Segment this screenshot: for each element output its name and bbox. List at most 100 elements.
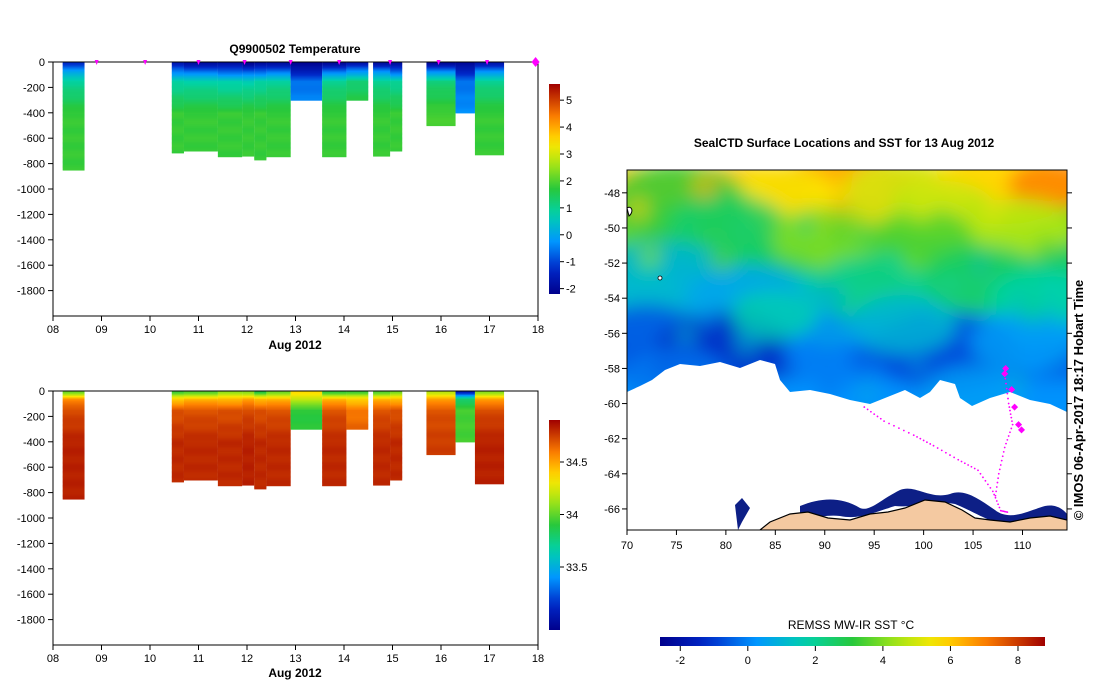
profile-cell	[217, 144, 243, 147]
profile-cell	[254, 96, 267, 99]
profile-cell	[373, 65, 391, 68]
profile-cell	[183, 473, 218, 476]
profile-cell	[171, 431, 184, 434]
profile-cell	[346, 83, 369, 86]
track-dot	[989, 486, 992, 489]
profile-cell	[171, 479, 184, 482]
profile-cell	[346, 65, 369, 68]
profile-12	[426, 62, 456, 127]
profile-cell	[373, 106, 391, 109]
sst-texture	[1019, 298, 1045, 324]
profile-cell	[254, 429, 267, 431]
profile-cell	[474, 440, 505, 443]
profile-cell	[426, 117, 456, 120]
profile-cell	[322, 472, 347, 475]
profile-cell	[266, 408, 291, 411]
profile-cell	[254, 88, 267, 91]
profile-cell	[373, 453, 391, 456]
profile-cell	[373, 100, 391, 102]
profile-cell	[474, 482, 505, 485]
profile-cell	[426, 93, 456, 96]
profile-cell	[62, 86, 85, 88]
profile-cell	[390, 78, 403, 81]
profile-cell	[242, 149, 255, 152]
y-tick-label: -1200	[17, 538, 45, 550]
profile-cell	[242, 89, 255, 92]
profile-cell	[426, 110, 456, 113]
profile-cell	[455, 93, 475, 96]
profile-cell	[62, 434, 85, 437]
profile-cell	[426, 107, 456, 110]
sst-texture	[878, 265, 892, 279]
profile-cell	[266, 478, 291, 481]
profile-cell	[455, 406, 475, 409]
profile-cell	[242, 62, 255, 64]
profile-cell	[455, 70, 475, 73]
profile-cell	[390, 460, 403, 463]
profile-cell	[62, 148, 85, 151]
track-dot	[1010, 416, 1013, 419]
profile-cell	[242, 439, 255, 442]
profile-cell	[266, 455, 291, 458]
profile-cell	[455, 84, 475, 87]
profile-cell	[390, 148, 403, 151]
profile-cell	[217, 437, 243, 440]
profile-cell	[266, 116, 291, 119]
profile-cell	[62, 491, 85, 494]
profile-cell	[373, 440, 391, 443]
profile-cell	[390, 110, 403, 113]
profile-cell	[474, 152, 505, 155]
track-dot	[963, 462, 966, 465]
profile-cell	[390, 404, 403, 407]
profile-cell	[474, 441, 505, 444]
profile-cell	[390, 427, 403, 430]
profile-cell	[390, 72, 403, 75]
profile-cell	[254, 67, 267, 69]
profile-cell	[426, 89, 456, 92]
profile-cell	[373, 468, 391, 471]
profile-cell	[217, 471, 243, 473]
profile-cell	[217, 140, 243, 143]
salinity-profiles	[62, 391, 505, 500]
profile-cell	[426, 98, 456, 101]
profile-cell	[322, 424, 347, 426]
track-dot	[953, 456, 956, 459]
profile-cell	[373, 407, 391, 410]
profile-cell	[346, 425, 369, 428]
track-dot	[1002, 450, 1005, 453]
profile-cell	[390, 392, 403, 395]
profile-cell	[217, 128, 243, 130]
profile-cell	[254, 154, 267, 157]
profile-cell	[217, 448, 243, 451]
profile-cell	[322, 139, 347, 142]
profile-cell	[322, 432, 347, 435]
profile-cell	[183, 83, 218, 86]
surface-marker	[436, 60, 441, 65]
profile-cell	[266, 463, 291, 466]
profile-cell	[62, 147, 85, 149]
profile-cell	[217, 67, 243, 69]
profile-cell	[474, 459, 505, 462]
profile-cell	[171, 439, 184, 442]
profile-cell	[266, 89, 291, 92]
profile-cell	[254, 75, 267, 78]
profile-cell	[290, 413, 323, 416]
profile-cell	[266, 111, 291, 114]
profile-cell	[62, 67, 85, 69]
profile-cell	[322, 471, 347, 473]
profile-cell	[171, 120, 184, 123]
profile-cell	[62, 133, 85, 135]
profile-cell	[322, 391, 347, 393]
profile-cell	[62, 136, 85, 139]
profile-cell	[322, 445, 347, 448]
profile-cell	[474, 411, 505, 414]
profile-cell	[266, 145, 291, 148]
profile-cell	[254, 473, 267, 476]
profile-cell	[322, 418, 347, 421]
y-tick-label: -1400	[17, 564, 45, 576]
profile-cell	[346, 67, 369, 69]
profile-cell	[254, 84, 267, 87]
profile-cell	[474, 112, 505, 115]
profile-cell	[474, 102, 505, 105]
y-tick-label: 0	[39, 57, 45, 69]
